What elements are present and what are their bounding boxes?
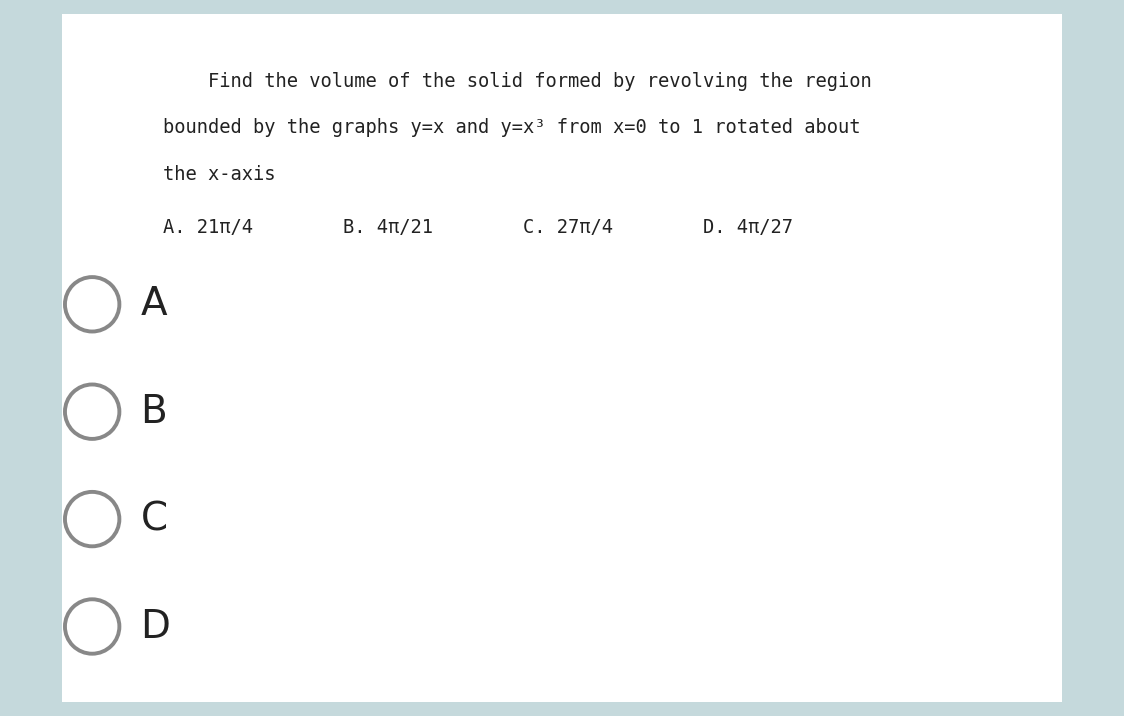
Text: bounded by the graphs y=x and y=x³ from x=0 to 1 rotated about: bounded by the graphs y=x and y=x³ from …: [163, 118, 861, 137]
Text: A: A: [140, 285, 167, 324]
Text: the x-axis: the x-axis: [163, 165, 275, 184]
Text: D: D: [140, 607, 171, 646]
Text: Find the volume of the solid formed by revolving the region: Find the volume of the solid formed by r…: [163, 72, 872, 91]
Text: B: B: [140, 392, 167, 431]
Text: A. 21π/4        B. 4π/21        C. 27π/4        D. 4π/27: A. 21π/4 B. 4π/21 C. 27π/4 D. 4π/27: [163, 218, 792, 238]
Text: C: C: [140, 500, 167, 538]
